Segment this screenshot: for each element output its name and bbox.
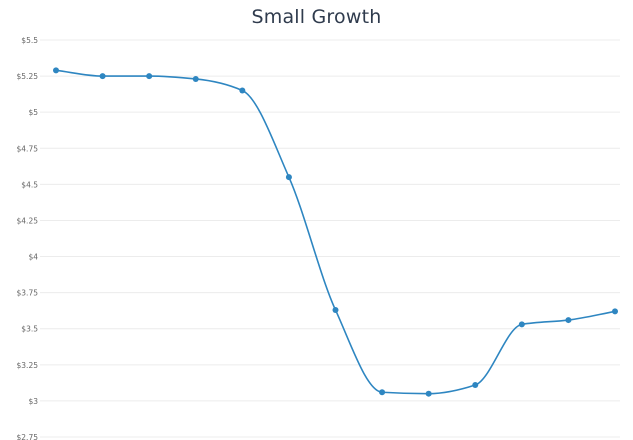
y-tick-label: $5 xyxy=(28,108,38,117)
data-point xyxy=(146,73,153,80)
y-axis-ticks: $2.75 $3 $3.25 $3.5 $3.75 $4 $4.25 $4.5 $4.75 $5 $… xyxy=(17,36,39,440)
y-tick-label: $3.25 xyxy=(17,361,39,370)
y-tick-label: $4.25 xyxy=(17,216,39,225)
series-line xyxy=(55,69,616,395)
data-point xyxy=(472,382,479,389)
data-point xyxy=(239,87,246,94)
y-tick-label: $4 xyxy=(28,253,38,262)
data-point xyxy=(285,174,292,181)
data-point xyxy=(425,390,432,397)
data-point xyxy=(53,67,59,74)
data-points xyxy=(53,67,618,397)
data-point xyxy=(379,389,386,396)
y-tick-label: $3.5 xyxy=(21,325,38,334)
y-tick-label: $4.75 xyxy=(17,144,39,153)
data-point xyxy=(565,317,572,324)
y-tick-label: $5.25 xyxy=(17,72,39,81)
y-tick-label: $3 xyxy=(28,397,38,406)
y-tick-label: $5.5 xyxy=(21,36,38,45)
y-tick-label: $4.5 xyxy=(21,180,38,189)
data-point xyxy=(99,73,106,80)
data-point xyxy=(612,308,618,315)
y-tick-label: $2.75 xyxy=(17,433,39,440)
data-point xyxy=(518,321,525,328)
y-tick-label: $3.75 xyxy=(17,289,39,298)
chart-title: Small Growth xyxy=(251,6,382,28)
data-point xyxy=(332,306,339,313)
data-point xyxy=(192,75,199,82)
grid-lines xyxy=(40,39,620,438)
